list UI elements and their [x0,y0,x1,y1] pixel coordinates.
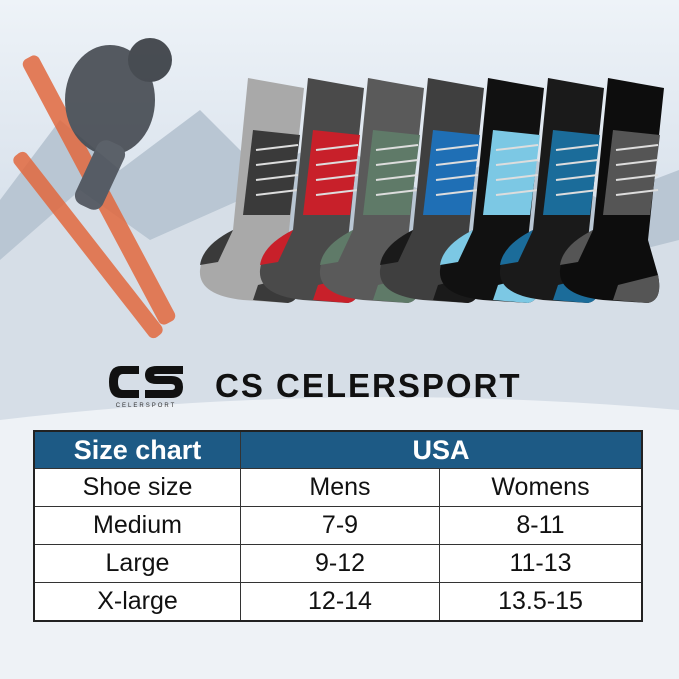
size-label: Medium [33,506,241,545]
size-chart-table: Size chart USA Shoe size Mens Womens Med… [33,430,643,622]
brand-name: CS CELERSPORT [215,367,522,404]
size-chart-heading: Size chart [33,430,241,469]
skier-illustration [13,38,176,339]
womens-size: 8-11 [439,506,643,545]
cs-logo-icon [109,366,183,398]
mens-size: 12-14 [240,582,440,622]
region-heading: USA [240,430,643,469]
sock-lineup [199,78,664,303]
size-label: X-large [33,582,241,622]
brand-header: CELERSPORT CS CELERSPORT [105,362,522,410]
brand-logo: CELERSPORT [105,362,187,410]
table-row: Large 9-12 11-13 [33,544,643,583]
mens-size: 7-9 [240,506,440,545]
womens-size: 13.5-15 [439,582,643,622]
size-label: Large [33,544,241,583]
table-row: Medium 7-9 8-11 [33,506,643,545]
womens-size: 11-13 [439,544,643,583]
sock [559,78,664,303]
column-womens: Womens [439,468,643,507]
table-header-row: Size chart USA [33,430,643,469]
mens-size: 9-12 [240,544,440,583]
table-row: X-large 12-14 13.5-15 [33,582,643,622]
logo-subtext: CELERSPORT [115,403,177,409]
column-header-row: Shoe size Mens Womens [33,468,643,507]
column-shoe-size: Shoe size [33,468,241,507]
column-mens: Mens [240,468,440,507]
